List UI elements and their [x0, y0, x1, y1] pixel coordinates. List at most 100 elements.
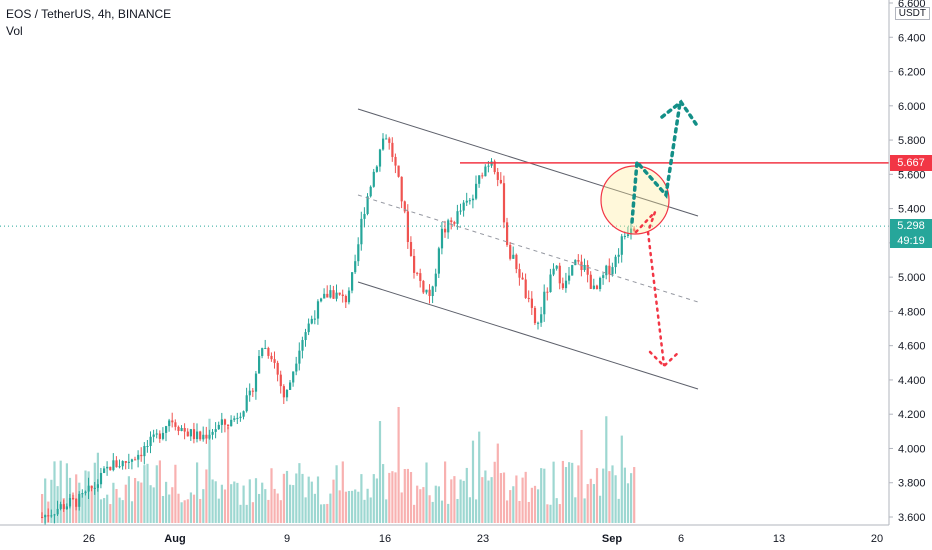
volume-bar [549, 504, 552, 523]
volume-bar [375, 478, 378, 523]
candle-body [552, 268, 555, 275]
candle-body [363, 213, 366, 219]
candle-body [121, 461, 124, 467]
volume-bar [347, 490, 351, 523]
volume-bar [518, 500, 521, 523]
candle-body [527, 297, 530, 299]
currency-unit: USDT [894, 7, 930, 20]
candle-body [521, 277, 524, 280]
candle-body [533, 307, 537, 324]
candle-body [189, 429, 192, 437]
candle-body [137, 454, 140, 460]
volume-bar [363, 499, 366, 523]
time-tick-label: Aug [164, 533, 185, 545]
volume-bar [620, 435, 623, 523]
volume-bar [158, 460, 161, 523]
price-tick-label: 5.600 [898, 169, 926, 181]
candle-body [459, 210, 462, 212]
candle-body [453, 222, 456, 224]
volume-bar [459, 479, 462, 523]
volume-bar [214, 481, 217, 523]
volume-bar [239, 504, 242, 523]
candle-body [99, 472, 103, 485]
candle-body [186, 431, 189, 437]
volume-bar [527, 501, 530, 523]
candle-body [227, 424, 230, 427]
candle-body [103, 468, 106, 473]
volume-bar [564, 467, 568, 523]
candle-body [450, 220, 453, 223]
volume-bar [481, 477, 484, 523]
candle-body [285, 389, 289, 398]
volume-bar [462, 480, 465, 523]
candle-body [254, 373, 258, 392]
volume-bar [276, 493, 279, 523]
volume-bar [304, 497, 307, 523]
candle-body [589, 274, 592, 289]
candle-body [81, 493, 84, 495]
volume-bar [586, 484, 589, 523]
candle-body [149, 436, 152, 447]
candle-body [413, 255, 416, 273]
candle-body [44, 515, 47, 518]
candle-body [310, 318, 313, 324]
volume-bar [103, 498, 106, 523]
volume-bar [146, 463, 149, 523]
volume-bar [251, 502, 254, 523]
candle-body [419, 273, 422, 281]
candle-body [78, 493, 81, 507]
price-tick-label: 6.200 [898, 67, 926, 79]
volume-bar [540, 468, 543, 523]
volume-bar [168, 494, 171, 523]
volume-bar [561, 460, 564, 523]
candle-body [236, 417, 239, 419]
candle-body [279, 374, 282, 387]
candle-body [264, 348, 267, 350]
price-tick-label: 5.800 [898, 135, 926, 147]
candle-body [369, 186, 372, 197]
candle-body [202, 434, 205, 440]
bearish-projection-path [634, 211, 666, 367]
volume-bar [285, 470, 289, 523]
volume-bar [183, 500, 186, 523]
candle-body [313, 318, 316, 320]
candle-body [223, 419, 227, 425]
volume-bar [589, 478, 592, 523]
volume-bar [118, 497, 121, 523]
candle-body [127, 461, 130, 463]
volume-bar [292, 485, 295, 523]
resistance-price-tag: 5.667 [890, 155, 932, 171]
volume-bar [202, 489, 205, 523]
volume-bar [428, 495, 431, 523]
volume-bar [248, 479, 251, 523]
candle-body [558, 265, 561, 284]
channel-mid-line [357, 194, 699, 303]
volume-bar [236, 482, 239, 523]
volume-bar [233, 481, 236, 523]
candle-body [292, 371, 295, 383]
volume-bar [344, 491, 347, 523]
candle-body [577, 260, 580, 262]
volume-bar [130, 501, 134, 523]
volume-bar [81, 493, 84, 523]
volume-bar [382, 464, 385, 523]
volume-bar [165, 481, 168, 523]
volume-bar [127, 476, 130, 523]
volume-bar [605, 416, 608, 523]
current-price-tag: 5.298 [890, 219, 932, 234]
volume-bar [109, 504, 112, 523]
candle-body [437, 248, 440, 274]
volume-bar [592, 484, 595, 523]
volume-bar [208, 418, 211, 523]
volume-bar [338, 490, 341, 523]
time-tick-label: 16 [379, 533, 391, 545]
volume-bar [431, 501, 434, 523]
candle-body [493, 161, 496, 173]
candle-body [605, 265, 608, 276]
candle-body [320, 298, 323, 302]
candle-body [351, 272, 354, 291]
volume-bar [434, 485, 437, 523]
volume-bar [493, 461, 496, 523]
candle-body [239, 416, 242, 418]
